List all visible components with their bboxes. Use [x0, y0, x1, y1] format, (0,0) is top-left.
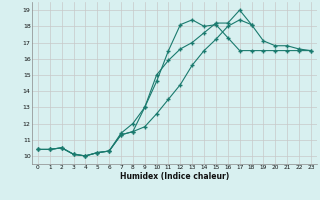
- X-axis label: Humidex (Indice chaleur): Humidex (Indice chaleur): [120, 172, 229, 181]
